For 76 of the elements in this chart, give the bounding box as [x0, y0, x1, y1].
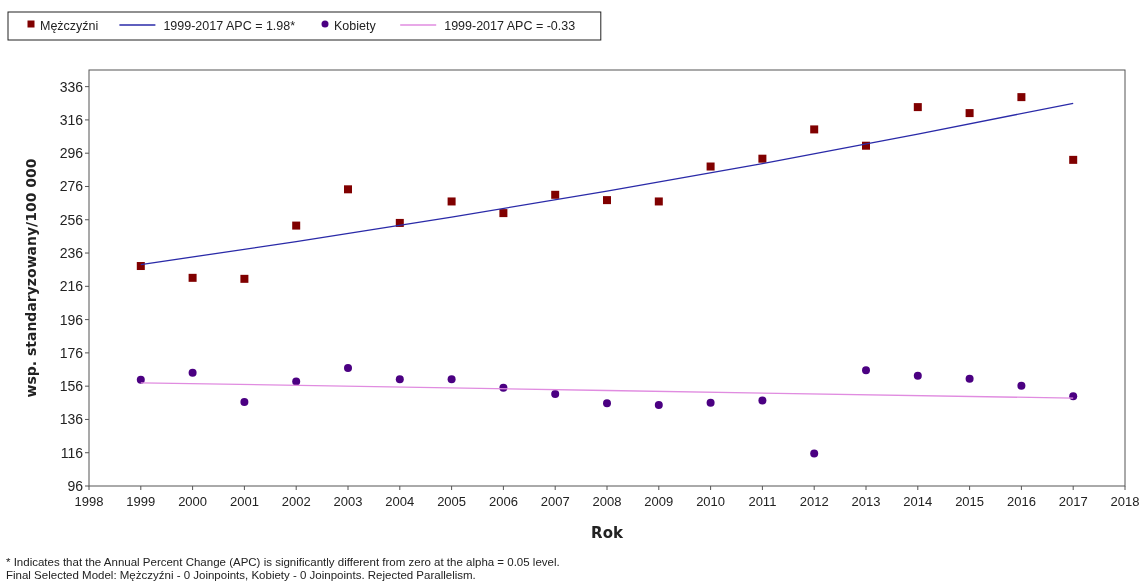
- point: [706, 398, 715, 407]
- point: [965, 374, 974, 383]
- point: [292, 377, 301, 386]
- x-tick-label: 2017: [1058, 494, 1088, 509]
- point: [447, 197, 456, 206]
- point: [344, 185, 352, 194]
- y-tick-label: 236: [59, 245, 84, 262]
- x-tick-label: 2013: [851, 494, 881, 509]
- x-tick-label: 2000: [178, 494, 208, 509]
- point: [292, 221, 301, 230]
- y-tick-label: 156: [59, 378, 84, 395]
- point: [136, 375, 145, 384]
- x-tick-label: 1998: [74, 494, 104, 509]
- point: [1017, 93, 1026, 102]
- x-tick-label: 2004: [385, 494, 415, 509]
- legend-label: Kobiety: [334, 19, 377, 33]
- point: [810, 449, 819, 458]
- point: [603, 399, 611, 408]
- point: [862, 366, 870, 375]
- point: [810, 125, 819, 134]
- x-tick-label: 2010: [696, 494, 726, 509]
- point: [654, 400, 663, 409]
- x-tick-label: 2011: [748, 494, 777, 509]
- x-tick-label: 2014: [903, 494, 933, 509]
- y-tick-label: 96: [67, 478, 84, 494]
- point: [706, 162, 715, 171]
- x-tick-label: 2012: [799, 494, 829, 509]
- text: Final Selected Model: Mężczyźni - 0 Joinpoints, Kobiety - 0 Joinpoints. Rejected Parallelism.: [6, 569, 476, 581]
- point: [913, 371, 922, 380]
- point: [395, 375, 404, 384]
- point: [913, 103, 922, 112]
- y-tick-label: 336: [59, 78, 84, 95]
- point: [188, 368, 197, 377]
- point: [344, 364, 352, 373]
- point: [1017, 381, 1026, 390]
- x-tick-label: 2009: [644, 494, 674, 509]
- point: [1069, 155, 1078, 164]
- x-axis-title: Rok: [591, 524, 624, 542]
- point: [758, 154, 767, 163]
- y-tick-label: 256: [59, 211, 84, 228]
- y-tick-label: 136: [59, 411, 84, 428]
- point: [188, 273, 197, 282]
- x-tick-label: 2007: [540, 494, 570, 509]
- y-tick-label: 296: [59, 145, 84, 162]
- y-tick-label: 176: [59, 344, 84, 361]
- point: [603, 196, 611, 205]
- point: [965, 109, 974, 118]
- x-tick-label: 2016: [1006, 494, 1036, 509]
- point: [240, 274, 249, 283]
- x-tick-label: 2002: [281, 494, 311, 509]
- legend-label: 1999-2017 APC = 1.98*: [163, 19, 296, 33]
- y-tick-label: 216: [59, 278, 84, 295]
- x-tick-label: 2008: [592, 494, 622, 509]
- legend-label: 1999-2017 APC = -0.33: [444, 19, 576, 33]
- point: [551, 190, 560, 199]
- point: [240, 397, 249, 406]
- y-tick-label: 316: [59, 111, 84, 128]
- x-tick-label: 2006: [488, 494, 518, 509]
- y-tick-label: 116: [60, 444, 84, 461]
- x-tick-label: 2018: [1110, 494, 1140, 509]
- x-tick-label: 2001: [229, 494, 259, 509]
- x-tick-label: 2003: [333, 494, 363, 509]
- text: * Indicates that the Annual Percent Change (APC) is significantly different from zero at the alpha = 0.05 level.: [6, 556, 560, 568]
- x-tick-label: 2015: [955, 494, 985, 509]
- x-tick-label: 2005: [437, 494, 467, 509]
- point: [551, 389, 560, 398]
- point: [499, 209, 508, 218]
- legend-label: Mężczyźni: [40, 19, 99, 33]
- x-tick-label: 1999: [126, 494, 156, 509]
- y-tick-label: 276: [59, 178, 84, 195]
- point: [758, 396, 767, 405]
- point: [447, 375, 456, 384]
- y-axis-title: wsp. standaryzowany/100 000: [23, 158, 39, 398]
- point: [136, 262, 145, 271]
- y-tick-label: 196: [59, 311, 84, 328]
- point: [654, 197, 663, 206]
